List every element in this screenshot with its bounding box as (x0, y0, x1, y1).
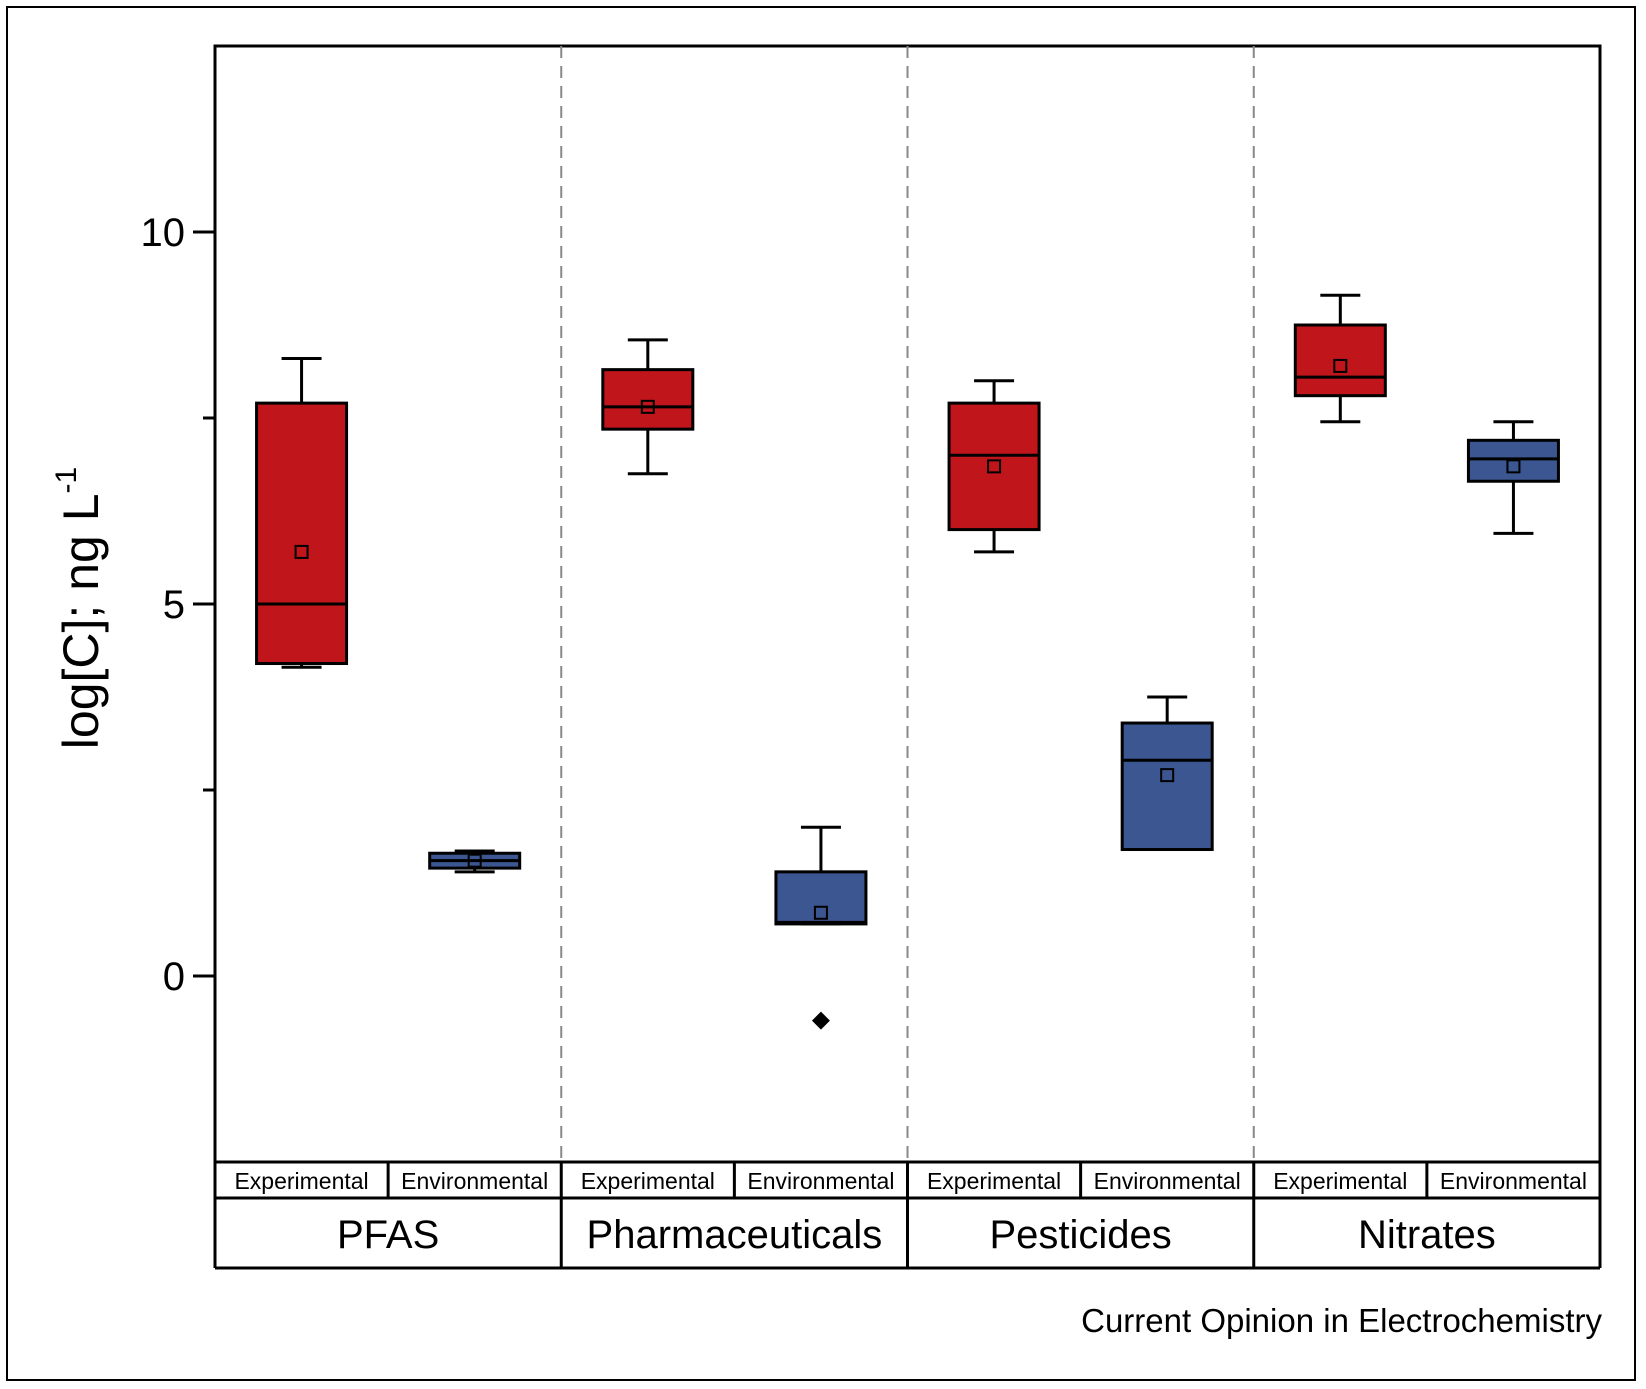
group-label: PFAS (337, 1213, 439, 1257)
y-axis-label-text: log[C]; ng L (53, 493, 109, 749)
y-tick-label: 0 (163, 955, 185, 999)
y-tick-label: 10 (141, 211, 186, 255)
subcategory-label: Environmental (1094, 1168, 1241, 1194)
box-iqr (255, 401, 349, 666)
mean-marker (640, 399, 655, 414)
mean-marker (1506, 459, 1521, 474)
group-label: Nitrates (1358, 1213, 1496, 1257)
subcategory-label: Environmental (1440, 1168, 1587, 1194)
subcategory-label: Experimental (581, 1168, 715, 1194)
mean-marker (1160, 768, 1175, 783)
outlier-point (811, 1011, 830, 1030)
group-label: Pharmaceuticals (587, 1213, 883, 1257)
mean-marker (467, 853, 482, 868)
group-label: Pesticides (989, 1213, 1171, 1257)
box-iqr (774, 870, 868, 926)
y-axis-label: log[C]; ng L-1 (50, 467, 109, 749)
mean-marker (294, 544, 309, 559)
box-iqr (947, 401, 1041, 532)
subcategory-label: Experimental (1273, 1168, 1407, 1194)
box-iqr (601, 368, 695, 431)
figure-frame (6, 6, 1636, 1381)
subcategory-label: Environmental (401, 1168, 548, 1194)
y-tick-label: 5 (163, 583, 185, 627)
y-axis-label-superscript: -1 (50, 467, 83, 494)
subcategory-label: Experimental (927, 1168, 1061, 1194)
mean-marker (813, 905, 828, 920)
subcategory-label: Environmental (747, 1168, 894, 1194)
box-iqr (1120, 721, 1214, 852)
journal-credit: Current Opinion in Electrochemistry (1081, 1302, 1602, 1339)
mean-marker (1333, 358, 1348, 373)
subcategory-label: Experimental (234, 1168, 368, 1194)
mean-marker (987, 459, 1002, 474)
